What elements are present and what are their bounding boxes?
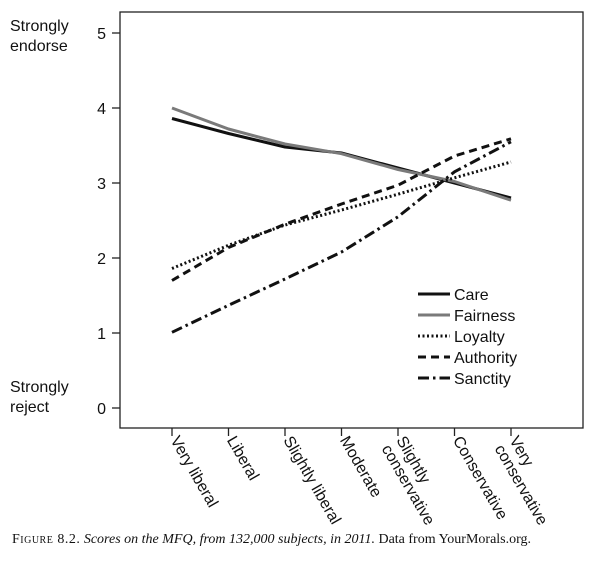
x-tick-label-line: Very liberal bbox=[167, 434, 221, 511]
legend-label-fairness: Fairness bbox=[454, 308, 515, 325]
y-tick-label-5: 5 bbox=[97, 26, 106, 43]
legend-label-sanctity: Sanctity bbox=[454, 371, 511, 388]
y-bottom-label-line2: reject bbox=[10, 399, 50, 416]
y-tick-label-1: 1 bbox=[97, 326, 106, 343]
caption-source: Data from YourMorals.org. bbox=[378, 532, 532, 547]
x-tick-label-moderate: Moderate bbox=[336, 434, 385, 501]
legend-label-loyalty: Loyalty bbox=[454, 329, 505, 346]
legend: Care Fairness Loyalty Authority Sanctity bbox=[418, 287, 517, 388]
y-bottom-label-line1: Strongly bbox=[10, 379, 69, 396]
y-top-label-line2: endorse bbox=[10, 38, 68, 55]
y-tick-label-3: 3 bbox=[97, 176, 106, 193]
caption-italic-text: Scores on the MFQ, from 132,000 subjects… bbox=[83, 532, 375, 547]
series-line-fairness bbox=[171, 106, 512, 202]
y-axis: 0 1 2 3 4 5 bbox=[97, 26, 120, 418]
y-tick-label-2: 2 bbox=[97, 251, 106, 268]
series-line-authority bbox=[171, 137, 512, 282]
x-tick-label-line: Slightly liberal bbox=[280, 434, 344, 528]
y-bottom-label: Strongly reject bbox=[10, 378, 69, 418]
x-tick-label-slightly-liberal: Slightly liberal bbox=[280, 434, 344, 528]
y-top-label: Strongly endorse bbox=[10, 17, 69, 57]
plot-frame bbox=[119, 11, 584, 429]
caption-figure-number: Figure 8.2. bbox=[12, 532, 81, 547]
legend-label-authority: Authority bbox=[454, 350, 517, 367]
x-tick-label-slightly-conservative: Slightlyconservative bbox=[378, 434, 452, 529]
series-line-sanctity bbox=[171, 140, 512, 334]
x-tick-label-line: Liberal bbox=[223, 434, 262, 484]
series-line-loyalty bbox=[171, 160, 512, 270]
series-line-care bbox=[171, 117, 512, 200]
x-axis: Very liberal Liberal Slightly liberalModer… bbox=[167, 428, 550, 529]
legend-label-care: Care bbox=[454, 287, 489, 304]
x-tick-label-liberal: Liberal bbox=[223, 434, 262, 484]
y-tick-label-0: 0 bbox=[97, 401, 106, 418]
x-tick-label-very-liberal: Very liberal bbox=[167, 434, 221, 511]
series-lines bbox=[171, 106, 512, 334]
y-top-label-line1: Strongly bbox=[10, 18, 69, 35]
plot-border bbox=[119, 11, 584, 429]
x-tick-label-line: Moderate bbox=[336, 434, 385, 501]
figure-caption: Figure 8.2. Scores on the MFQ, from 132,… bbox=[12, 532, 592, 548]
mfq-line-chart: 0 1 2 3 4 5 Very liberal Liberal Slightly liber… bbox=[97, 11, 584, 529]
y-tick-label-4: 4 bbox=[97, 101, 106, 118]
